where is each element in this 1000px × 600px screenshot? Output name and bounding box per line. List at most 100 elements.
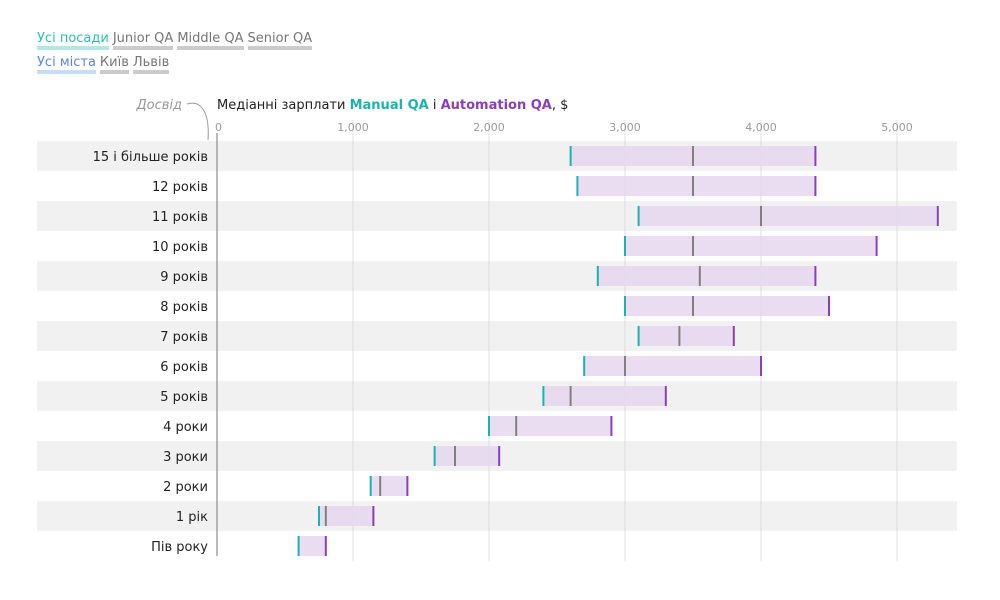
automation-qa-mark — [498, 446, 501, 466]
category-label: 12 років — [152, 180, 208, 195]
filter-cities-1[interactable]: Київ — [99, 55, 129, 74]
manual-qa-mark — [637, 206, 640, 226]
automation-qa-mark — [372, 506, 375, 526]
automation-qa-mark — [760, 356, 762, 376]
row-band — [37, 321, 957, 351]
range-bar — [584, 356, 761, 376]
y-axis-title: Досвід — [136, 98, 182, 113]
city-filter: Усі міста Київ Львів — [37, 55, 173, 74]
automation-qa-mark — [814, 146, 817, 166]
filter-positions-1[interactable]: Junior QA — [112, 31, 174, 50]
row-band — [37, 261, 957, 291]
median-mark — [324, 506, 327, 526]
automation-qa-mark — [814, 266, 817, 286]
category-label: 8 років — [160, 300, 208, 315]
median-mark — [678, 326, 681, 346]
range-bar — [319, 506, 374, 526]
title-manual: Manual QA — [349, 98, 429, 113]
category-label: 15 і більше років — [93, 150, 208, 165]
manual-qa-mark — [637, 326, 640, 346]
automation-qa-mark — [936, 206, 939, 226]
title-suffix: , $ — [551, 98, 569, 113]
manual-qa-mark — [542, 386, 545, 406]
range-bar — [625, 296, 829, 316]
range-bar — [597, 266, 816, 286]
chart-title: Медіанні зарплати Manual QA і Automation… — [217, 98, 568, 113]
manual-qa-mark — [569, 146, 572, 166]
median-mark — [692, 176, 694, 196]
median-mark — [454, 446, 456, 466]
category-label: 11 років — [152, 210, 208, 225]
category-label: 9 років — [160, 270, 208, 285]
title-prefix: Медіанні зарплати — [217, 98, 350, 113]
manual-qa-mark — [488, 416, 490, 436]
median-mark — [692, 146, 694, 166]
y-title-connector — [186, 102, 209, 141]
x-tick-label: 4,000 — [745, 121, 777, 134]
median-mark — [624, 356, 626, 376]
automation-qa-mark — [406, 476, 409, 496]
manual-qa-mark — [297, 536, 300, 556]
category-label: 5 років — [160, 390, 208, 405]
manual-qa-mark — [624, 236, 626, 256]
row-band — [37, 441, 957, 471]
range-bar — [370, 476, 408, 496]
x-tick-label: 5,000 — [881, 121, 913, 134]
manual-qa-mark — [596, 266, 599, 286]
range-bar — [570, 146, 816, 166]
category-label: Пів року — [151, 540, 208, 555]
title-and: і — [428, 98, 441, 113]
filter-positions-2[interactable]: Middle QA — [177, 31, 244, 50]
range-bar — [298, 536, 326, 556]
x-tick-label: 0 — [215, 121, 222, 134]
manual-qa-mark — [318, 506, 320, 526]
manual-qa-mark — [433, 446, 436, 466]
category-label: 2 роки — [163, 480, 208, 495]
manual-qa-mark — [624, 296, 626, 316]
x-tick-label: 1,000 — [337, 121, 369, 134]
median-mark — [760, 206, 762, 226]
filter-positions-3[interactable]: Senior QA — [247, 31, 313, 50]
manual-qa-mark — [576, 176, 579, 196]
range-bar — [434, 446, 500, 466]
category-label: 4 роки — [163, 420, 208, 435]
median-mark — [692, 296, 694, 316]
automation-qa-mark — [324, 536, 327, 556]
median-mark — [698, 266, 701, 286]
filter-cities-2[interactable]: Львів — [132, 55, 170, 74]
x-tick-label: 2,000 — [473, 121, 505, 134]
median-mark — [379, 476, 382, 496]
automation-qa-mark — [828, 296, 830, 316]
median-mark — [515, 416, 518, 436]
range-bar — [638, 326, 734, 346]
automation-qa-mark — [610, 416, 613, 436]
category-label: 10 років — [152, 240, 208, 255]
filter-positions-0[interactable]: Усі посади — [37, 31, 109, 50]
range-bar — [489, 416, 612, 436]
manual-qa-mark — [369, 476, 372, 496]
range-bar — [638, 206, 938, 226]
range-bar — [577, 176, 816, 196]
category-label: 1 рік — [176, 510, 208, 525]
median-mark — [569, 386, 572, 406]
automation-qa-mark — [732, 326, 735, 346]
category-label: 3 роки — [163, 450, 208, 465]
row-band — [37, 141, 957, 171]
manual-qa-mark — [583, 356, 586, 376]
automation-qa-mark — [664, 386, 667, 406]
position-filter: Усі посади Junior QA Middle QA Senior QA — [37, 31, 316, 50]
category-label: 7 років — [160, 330, 208, 345]
range-bar — [625, 236, 877, 256]
row-band — [37, 501, 957, 531]
median-mark — [692, 236, 694, 256]
automation-qa-mark — [875, 236, 878, 256]
x-tick-label: 3,000 — [609, 121, 641, 134]
title-automation: Automation QA — [440, 98, 552, 113]
filter-cities-0[interactable]: Усі міста — [37, 55, 96, 74]
category-label: 6 років — [160, 360, 208, 375]
row-band — [37, 381, 957, 411]
automation-qa-mark — [814, 176, 817, 196]
range-bar — [543, 386, 666, 406]
row-band — [37, 201, 957, 231]
